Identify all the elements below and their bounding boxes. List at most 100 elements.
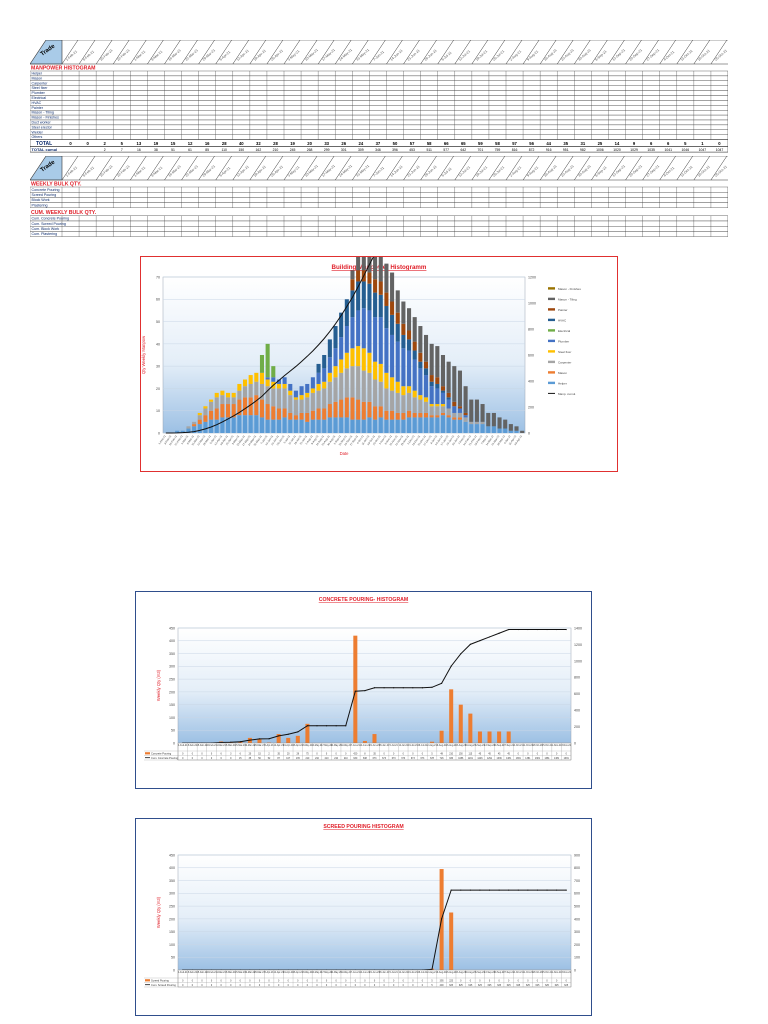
t2-weekly-row-label: Concrete Pouring: [32, 188, 60, 192]
t1-total-value: 25: [598, 141, 603, 146]
c2-x-tick: 1-Mar-21: [216, 744, 226, 747]
c2-table-cum-value: 210: [334, 758, 339, 760]
c2-x-tick: 3-May-21: [303, 745, 313, 747]
c1-legend-label: Electrical: [558, 329, 571, 333]
c1-bar: [259, 399, 265, 418]
t2-header-divider: [181, 155, 198, 181]
c1-x-tick: 29-Mar-21: [202, 434, 212, 447]
c1-bar: [457, 412, 462, 418]
t1-header-divider: [710, 39, 728, 65]
c1-bar: [276, 408, 281, 420]
c3-table-value: 0: [307, 980, 309, 982]
c1-bar: [293, 415, 298, 420]
t1-header-divider: [557, 39, 574, 65]
c1-x-tick: 7-Jun-21: [259, 434, 268, 445]
c3-y2-tick: 600: [574, 892, 580, 896]
c2-table-value: 0: [182, 753, 184, 755]
c1-bar: [486, 426, 491, 433]
c2-x-tick: 5-Jul-21: [390, 745, 399, 747]
c1-bar: [248, 383, 253, 398]
c1-legend-swatch: [548, 308, 555, 311]
c2-x-tick: 15-Mar-21: [235, 744, 246, 747]
c1-x-tick: 14-Feb-22: [462, 434, 472, 447]
c1-legend-swatch: [548, 381, 555, 385]
c1-bar: [401, 412, 406, 420]
t1-header-date: 4-Oct-21: [663, 50, 676, 62]
c2-table-value: 48: [440, 753, 443, 755]
c1-bar: [452, 406, 457, 413]
c3-table-cum-value: 0: [355, 985, 357, 987]
t2-header-divider: [659, 155, 676, 181]
t1-header-divider: [266, 39, 284, 65]
t1-total-value: 20: [307, 141, 312, 146]
c2-bar: [506, 731, 511, 743]
c2-x-tick: 11-Oct-21: [523, 744, 534, 747]
c1-xlabel: Date: [340, 451, 350, 456]
c1-bar: [327, 404, 332, 418]
c1-bar: [361, 281, 366, 309]
c1-bar: [457, 370, 462, 407]
t1-header-divider: [693, 39, 711, 65]
t2-header-date: 4-Oct-21: [663, 166, 676, 178]
c2-table-value: 0: [537, 753, 539, 755]
c3-table-cum-value: 0: [192, 985, 194, 987]
c1-bar: [310, 377, 315, 389]
c1-x-tick: 25-Oct-21: [372, 434, 382, 446]
c1-legend-swatch: [548, 350, 555, 353]
t1-header-divider: [505, 39, 523, 65]
c1-bar: [474, 424, 479, 433]
c2-x-tick: 4-Oct-21: [514, 744, 524, 747]
t1-header-date: 20-Sep-21: [629, 48, 644, 62]
c1-bar: [220, 395, 225, 405]
c1-bar: [395, 419, 400, 433]
c1-bar: [373, 248, 378, 280]
c2-table-cum-value: 1381: [506, 758, 512, 760]
t1-total-value: 44: [546, 141, 551, 146]
t1-header-date: 6-Sep-21: [594, 49, 607, 61]
c1-bar: [384, 305, 389, 329]
c1-bar: [407, 308, 412, 331]
c1-bar: [412, 359, 417, 391]
c1-x-tick: 17-Jan-22: [439, 434, 449, 446]
c1-legend-label: Painter: [558, 308, 568, 312]
t2-cum-row-label: Cum. Concrete Pouring: [32, 217, 70, 221]
c3-table-value: 0: [259, 980, 261, 982]
c3-table-cum-value: 0: [211, 985, 213, 987]
c1-bar: [344, 352, 349, 369]
c2-table-value: 0: [556, 753, 558, 755]
c1-bar: [344, 299, 349, 327]
c1-bar: [378, 363, 383, 382]
c1-bar: [423, 361, 429, 369]
t1-header-divider: [335, 39, 352, 65]
c2-table-value: 35: [277, 753, 280, 755]
t1-cumul-value: 85: [205, 148, 209, 152]
c2-table-value: 0: [527, 753, 529, 755]
c3-x-tick: 9-Aug-21: [437, 971, 447, 974]
t1-row-label: Helper: [32, 72, 43, 76]
c1-bar: [322, 419, 327, 433]
t2-header-date: 11-Oct-21: [680, 165, 694, 178]
c3-table-value: 0: [278, 980, 280, 982]
c2-table-value: 75: [306, 753, 309, 755]
c2-cumulative-point: [479, 640, 481, 642]
t1-header-date: 13-Sep-21: [611, 48, 626, 62]
t1-header-date: 2-Aug-21: [509, 49, 522, 61]
c1-bar: [271, 406, 276, 420]
c3-y2-tick: 700: [574, 879, 580, 883]
c3-x-tick: 18-Oct-21: [532, 971, 543, 974]
c2-table-cum-value: 673: [373, 758, 378, 760]
c1-bar: [254, 372, 259, 382]
c1-bar: [435, 415, 440, 418]
c3-table-value: 0: [345, 980, 347, 982]
c2-cumulative-point: [325, 725, 328, 727]
c2-bar: [477, 731, 482, 743]
t1-row-label: Mason: [32, 76, 43, 80]
t1-header-divider: [369, 39, 386, 65]
t2-header-divider: [608, 155, 625, 181]
c1-bar: [407, 392, 412, 411]
c2-table-cum-value: 726: [440, 758, 445, 760]
c1-bar: [440, 406, 446, 413]
c3-x-tick: 22-Feb-21: [206, 972, 217, 974]
c3-table-cum-value: 0: [182, 985, 184, 987]
c3-bar: [449, 912, 454, 970]
